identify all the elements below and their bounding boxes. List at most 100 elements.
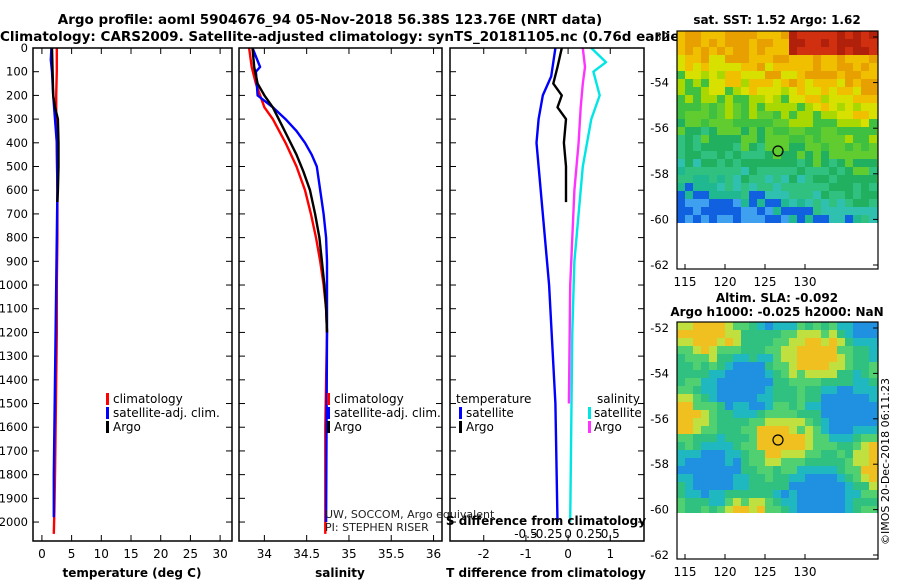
difference-xticks: -2 -1 0 1: [478, 48, 614, 561]
map-cell: [821, 426, 829, 434]
legend-label-argo: Argo: [113, 420, 141, 434]
map-cell: [765, 402, 773, 410]
map-cell: [861, 31, 869, 39]
map-cell: [869, 426, 877, 434]
map-cell: [861, 167, 869, 175]
map-cell: [789, 127, 797, 135]
map-cell: [813, 354, 821, 362]
map-cell: [717, 183, 725, 191]
map-cell: [717, 442, 725, 450]
map-cell: [773, 143, 781, 151]
map-cell: [757, 135, 765, 143]
map-cell: [821, 466, 829, 474]
legend-label-argo: Argo: [334, 420, 362, 434]
map-cell: [853, 410, 861, 418]
map-cell: [757, 370, 765, 378]
map-ytick-label: -54: [650, 76, 669, 90]
map-cell: [701, 410, 709, 418]
map-cell: [685, 442, 693, 450]
map-cell: [805, 490, 813, 498]
map-cell: [749, 143, 757, 151]
map-cell: [749, 63, 757, 71]
map-cell: [853, 498, 861, 506]
map-cell: [837, 322, 845, 330]
map-cell: [797, 127, 805, 135]
map-cell: [717, 119, 725, 127]
series-line-temperature-argo: [552, 48, 568, 203]
map-cell: [749, 151, 757, 159]
map-ytick-label: -52: [650, 30, 669, 44]
map-cell: [749, 215, 757, 223]
map-cell: [701, 346, 709, 354]
map-cell: [709, 111, 717, 119]
map-cell: [821, 322, 829, 330]
map-cell: [677, 191, 685, 199]
legend-label-climatology: climatology: [334, 392, 404, 406]
map-cell: [773, 71, 781, 79]
map-cell: [781, 191, 789, 199]
map-cell: [845, 450, 853, 458]
map-cell: [821, 135, 829, 143]
map-cell: [829, 111, 837, 119]
map-cell: [709, 159, 717, 167]
ytick-label: 900: [6, 254, 28, 268]
map-cell: [757, 466, 765, 474]
map-cell: [773, 426, 781, 434]
map-cell: [797, 458, 805, 466]
map-cell: [773, 482, 781, 490]
map-cell: [685, 490, 693, 498]
map-cell: [677, 466, 685, 474]
map-cell: [733, 322, 741, 330]
map-cell: [701, 39, 709, 47]
map-cell: [821, 175, 829, 183]
map-cell: [821, 370, 829, 378]
map-cell: [757, 207, 765, 215]
map-cell: [853, 183, 861, 191]
map-cell: [861, 207, 869, 215]
map-cell: [725, 127, 733, 135]
map-cell: [693, 362, 701, 370]
map-cell: [845, 370, 853, 378]
map-cell: [829, 378, 837, 386]
map-cell: [725, 167, 733, 175]
map-cell: [773, 410, 781, 418]
map-cell: [709, 330, 717, 338]
map-cell: [837, 175, 845, 183]
legend-swatch-satellite: [106, 407, 109, 419]
map-cell: [741, 215, 749, 223]
map-cell: [805, 79, 813, 87]
map-cell: [813, 378, 821, 386]
map-cell: [717, 458, 725, 466]
map-cell: [813, 159, 821, 167]
map-cell: [837, 490, 845, 498]
map-cell: [733, 111, 741, 119]
map-cell: [813, 338, 821, 346]
map-cell: [717, 151, 725, 159]
map-cell: [861, 199, 869, 207]
map-cell: [685, 87, 693, 95]
legend-label-temp-argo: Argo: [466, 420, 494, 434]
map-cell: [813, 458, 821, 466]
map-cell: [813, 506, 821, 513]
map-cell: [861, 458, 869, 466]
salinity-legend: climatology satellite-adj. clim. Argo: [327, 392, 441, 434]
map-cell: [829, 135, 837, 143]
map-cell: [709, 151, 717, 159]
map-cell: [837, 55, 845, 63]
map-ytick-label: -60: [650, 212, 669, 226]
salinity-xlabel: salinity: [315, 566, 365, 580]
legend-swatch-temp-satellite: [459, 407, 462, 419]
map-cell: [757, 450, 765, 458]
credit-line-1: UW, SOCCOM, Argo equivalent: [325, 508, 495, 521]
map-cell: [765, 167, 773, 175]
map-cell: [693, 55, 701, 63]
map-cell: [805, 498, 813, 506]
map-cell: [765, 394, 773, 402]
map-cell: [853, 159, 861, 167]
map-cell: [773, 127, 781, 135]
map-cell: [677, 490, 685, 498]
map-cell: [741, 127, 749, 135]
map-cell: [709, 402, 717, 410]
xtick-label: -2: [478, 547, 490, 561]
map-cell: [677, 47, 685, 55]
